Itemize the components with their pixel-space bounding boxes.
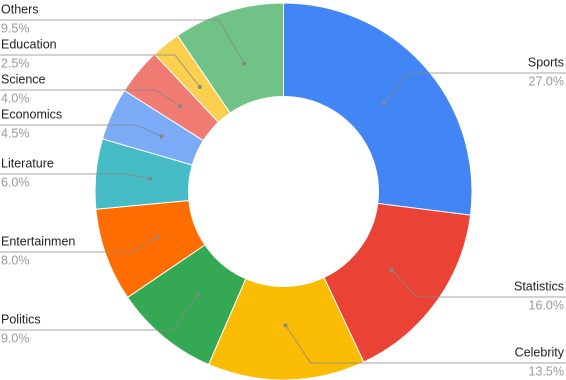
leader-dot — [196, 292, 201, 297]
slice-value-label: 8.0% — [1, 253, 30, 267]
slice-value-label: 16.0% — [529, 298, 564, 312]
slice-label: Politics — [1, 312, 41, 326]
slice-label: Statistics — [514, 279, 564, 293]
slice-label: Education — [1, 37, 57, 51]
leader-dot — [155, 234, 160, 239]
slice-value-label: 9.5% — [1, 21, 30, 35]
leader-dot — [381, 100, 386, 105]
leader-line — [0, 236, 158, 253]
slice-label: Sports — [528, 55, 564, 69]
slice-label: Literature — [1, 156, 54, 170]
leader-line — [383, 72, 566, 104]
leader-line — [0, 89, 181, 107]
slice-value-label: 13.5% — [529, 364, 564, 378]
leader-dot — [159, 134, 164, 139]
slice-value-label: 4.5% — [1, 126, 30, 140]
slice-value-label: 6.0% — [1, 175, 30, 189]
leader-line — [0, 19, 245, 64]
leader-dot — [178, 104, 183, 109]
leader-dot — [197, 85, 202, 90]
slice-value-label: 9.0% — [1, 331, 30, 345]
slice-value-label: 27.0% — [529, 74, 564, 88]
leader-dot — [148, 176, 153, 181]
donut-slice — [283, 2, 473, 216]
slice-value-label: 2.5% — [1, 56, 30, 70]
leader-dot — [242, 61, 247, 66]
donut-slice — [323, 202, 472, 363]
slice-value-label: 4.0% — [1, 91, 30, 105]
leader-dot — [283, 323, 288, 328]
leader-line — [0, 54, 201, 88]
leader-line — [0, 124, 162, 137]
leader-line — [391, 269, 566, 298]
leader-dot — [389, 268, 394, 273]
leader-line — [0, 294, 199, 331]
slice-label: Celebrity — [515, 345, 565, 359]
slice-label: Others — [1, 2, 39, 16]
leader-line — [0, 173, 151, 180]
leader-line — [285, 325, 566, 364]
slice-label: Entertainmen — [1, 234, 75, 248]
slice-label: Economics — [1, 107, 62, 121]
slice-label: Science — [1, 72, 46, 86]
